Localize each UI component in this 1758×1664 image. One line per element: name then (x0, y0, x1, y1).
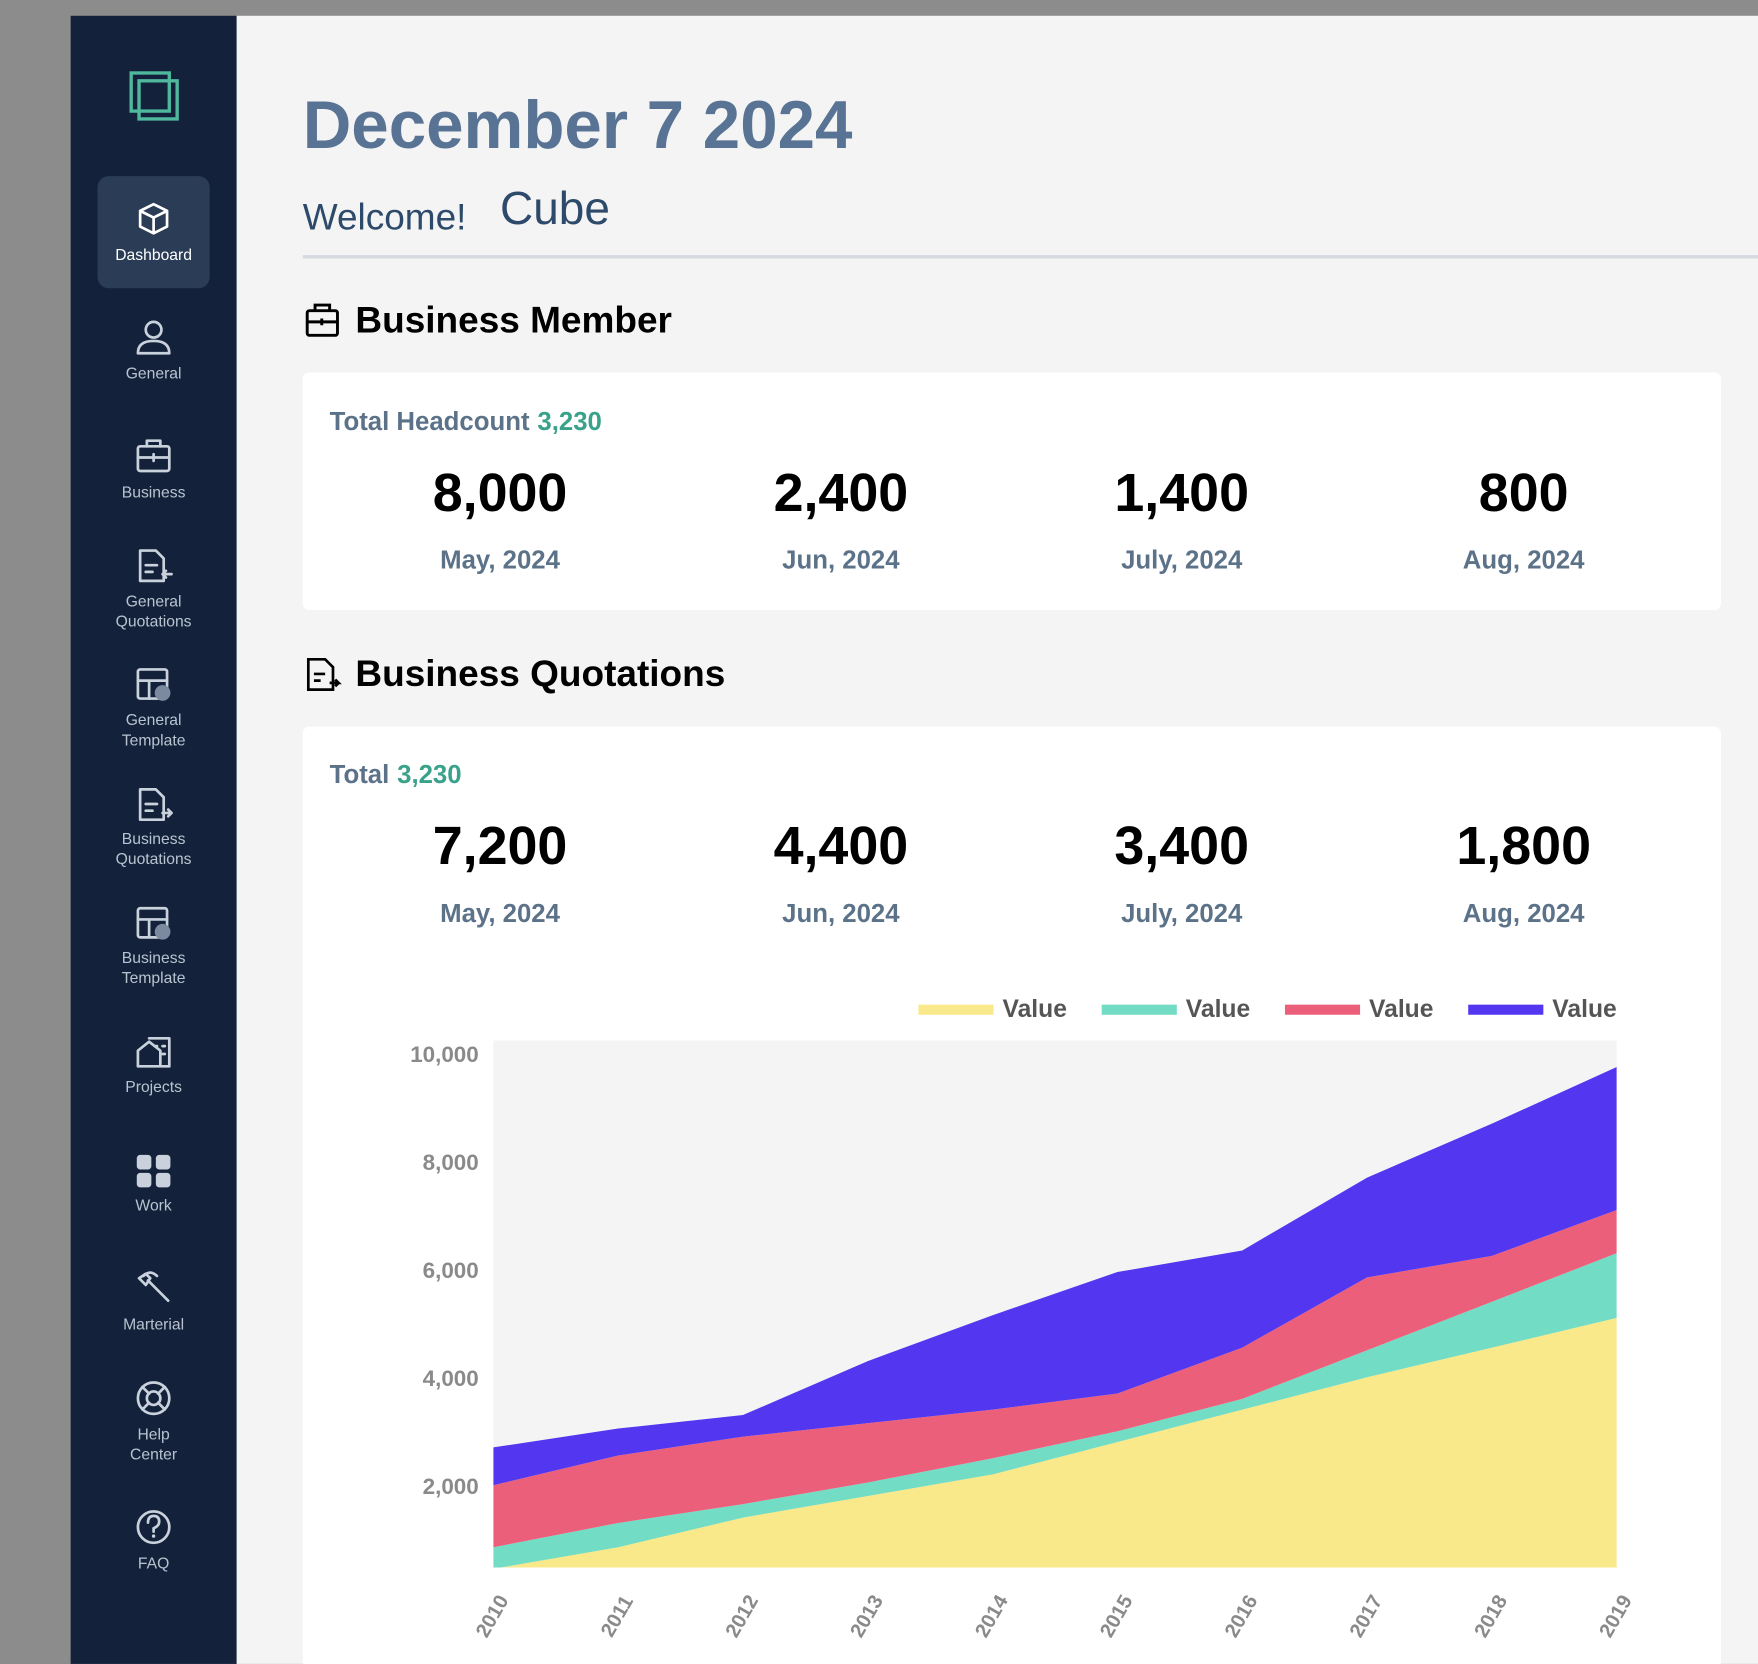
total: Total 3,230 (330, 761, 462, 789)
y-tick-label: 10,000 (410, 1042, 479, 1067)
nav-label[interactable]: General (126, 366, 182, 383)
stat-label: Aug, 2024 (1463, 547, 1585, 575)
section-title: Business Quotations (355, 653, 725, 694)
y-tick-label: 2,000 (423, 1474, 479, 1499)
plot (493, 1066, 1617, 1568)
section-icon (305, 303, 339, 337)
stat-value: 800 (1479, 463, 1569, 523)
card (302, 372, 1722, 611)
nav-label[interactable]: General (126, 712, 182, 729)
stat-label: July, 2024 (1121, 900, 1243, 928)
legend-swatch (1468, 1004, 1544, 1015)
nav-label[interactable]: General (126, 593, 182, 610)
date-heading: December 7 2024 (303, 88, 853, 163)
legend-label[interactable]: Value (1552, 996, 1616, 1023)
stat-label: Aug, 2024 (1463, 900, 1585, 928)
total-value: 3,230 (397, 761, 461, 789)
sidebar (70, 15, 237, 1664)
nav-label[interactable]: Help (137, 1426, 170, 1443)
nav-label[interactable]: Marterial (123, 1316, 184, 1333)
stat-label: May, 2024 (440, 547, 561, 575)
nav-label[interactable]: Business (122, 950, 186, 967)
section-title: Business Member (355, 300, 672, 341)
welcome: Welcome! (303, 197, 467, 238)
nav-icons (136, 202, 173, 1545)
nav-label[interactable]: Work (135, 1198, 171, 1215)
nav-label[interactable]: Template (122, 970, 186, 987)
logo[interactable] (129, 71, 179, 121)
total-label: Total Headcount (330, 408, 530, 436)
stat-label: May, 2024 (440, 900, 561, 928)
stat-value: 1,400 (1114, 463, 1249, 523)
stat-value: 3,400 (1114, 816, 1249, 876)
area (493, 1209, 1617, 1548)
stat-value: 2,400 (774, 463, 909, 523)
nav-label[interactable]: Business (122, 831, 186, 848)
nav-label[interactable]: Template (122, 732, 186, 749)
stat-label: Jun, 2024 (782, 900, 900, 928)
legend-swatch (1284, 1004, 1361, 1015)
nav-label[interactable]: FAQ (138, 1555, 169, 1572)
user-name: Cube (500, 182, 610, 234)
nav-label[interactable]: Dashboard (115, 247, 192, 264)
nav-label[interactable]: Business (122, 485, 186, 502)
legend-swatch (918, 1004, 994, 1015)
stat-value: 8,000 (433, 463, 568, 523)
total-label: Total (330, 761, 390, 789)
legend-swatch (1101, 1004, 1177, 1015)
area (501, 1317, 1617, 1568)
area (493, 1066, 1617, 1486)
section-icon (306, 657, 342, 691)
y-tick-label: 8,000 (423, 1150, 479, 1175)
total-value: 3,230 (537, 408, 601, 436)
nav-label[interactable]: Projects (125, 1079, 182, 1096)
area (493, 1253, 1617, 1568)
stat-value: 4,400 (774, 816, 909, 876)
stat-label: Jun, 2024 (782, 547, 900, 575)
total: Total Headcount 3,230 (330, 408, 602, 436)
stat-value: 7,200 (433, 816, 568, 876)
legend-label[interactable]: Value (1369, 996, 1433, 1023)
stat-value: 1,800 (1456, 816, 1591, 876)
stat-label: July, 2024 (1121, 547, 1243, 575)
y-tick-label: 4,000 (423, 1366, 479, 1391)
nav-label[interactable]: Center (130, 1447, 177, 1464)
legend-label[interactable]: Value (1186, 996, 1250, 1023)
y-tick-label: 6,000 (423, 1258, 479, 1283)
legend-label[interactable]: Value (1003, 996, 1067, 1023)
nav-label[interactable]: Quotations (116, 851, 192, 868)
nav-label[interactable]: Quotations (116, 613, 192, 630)
